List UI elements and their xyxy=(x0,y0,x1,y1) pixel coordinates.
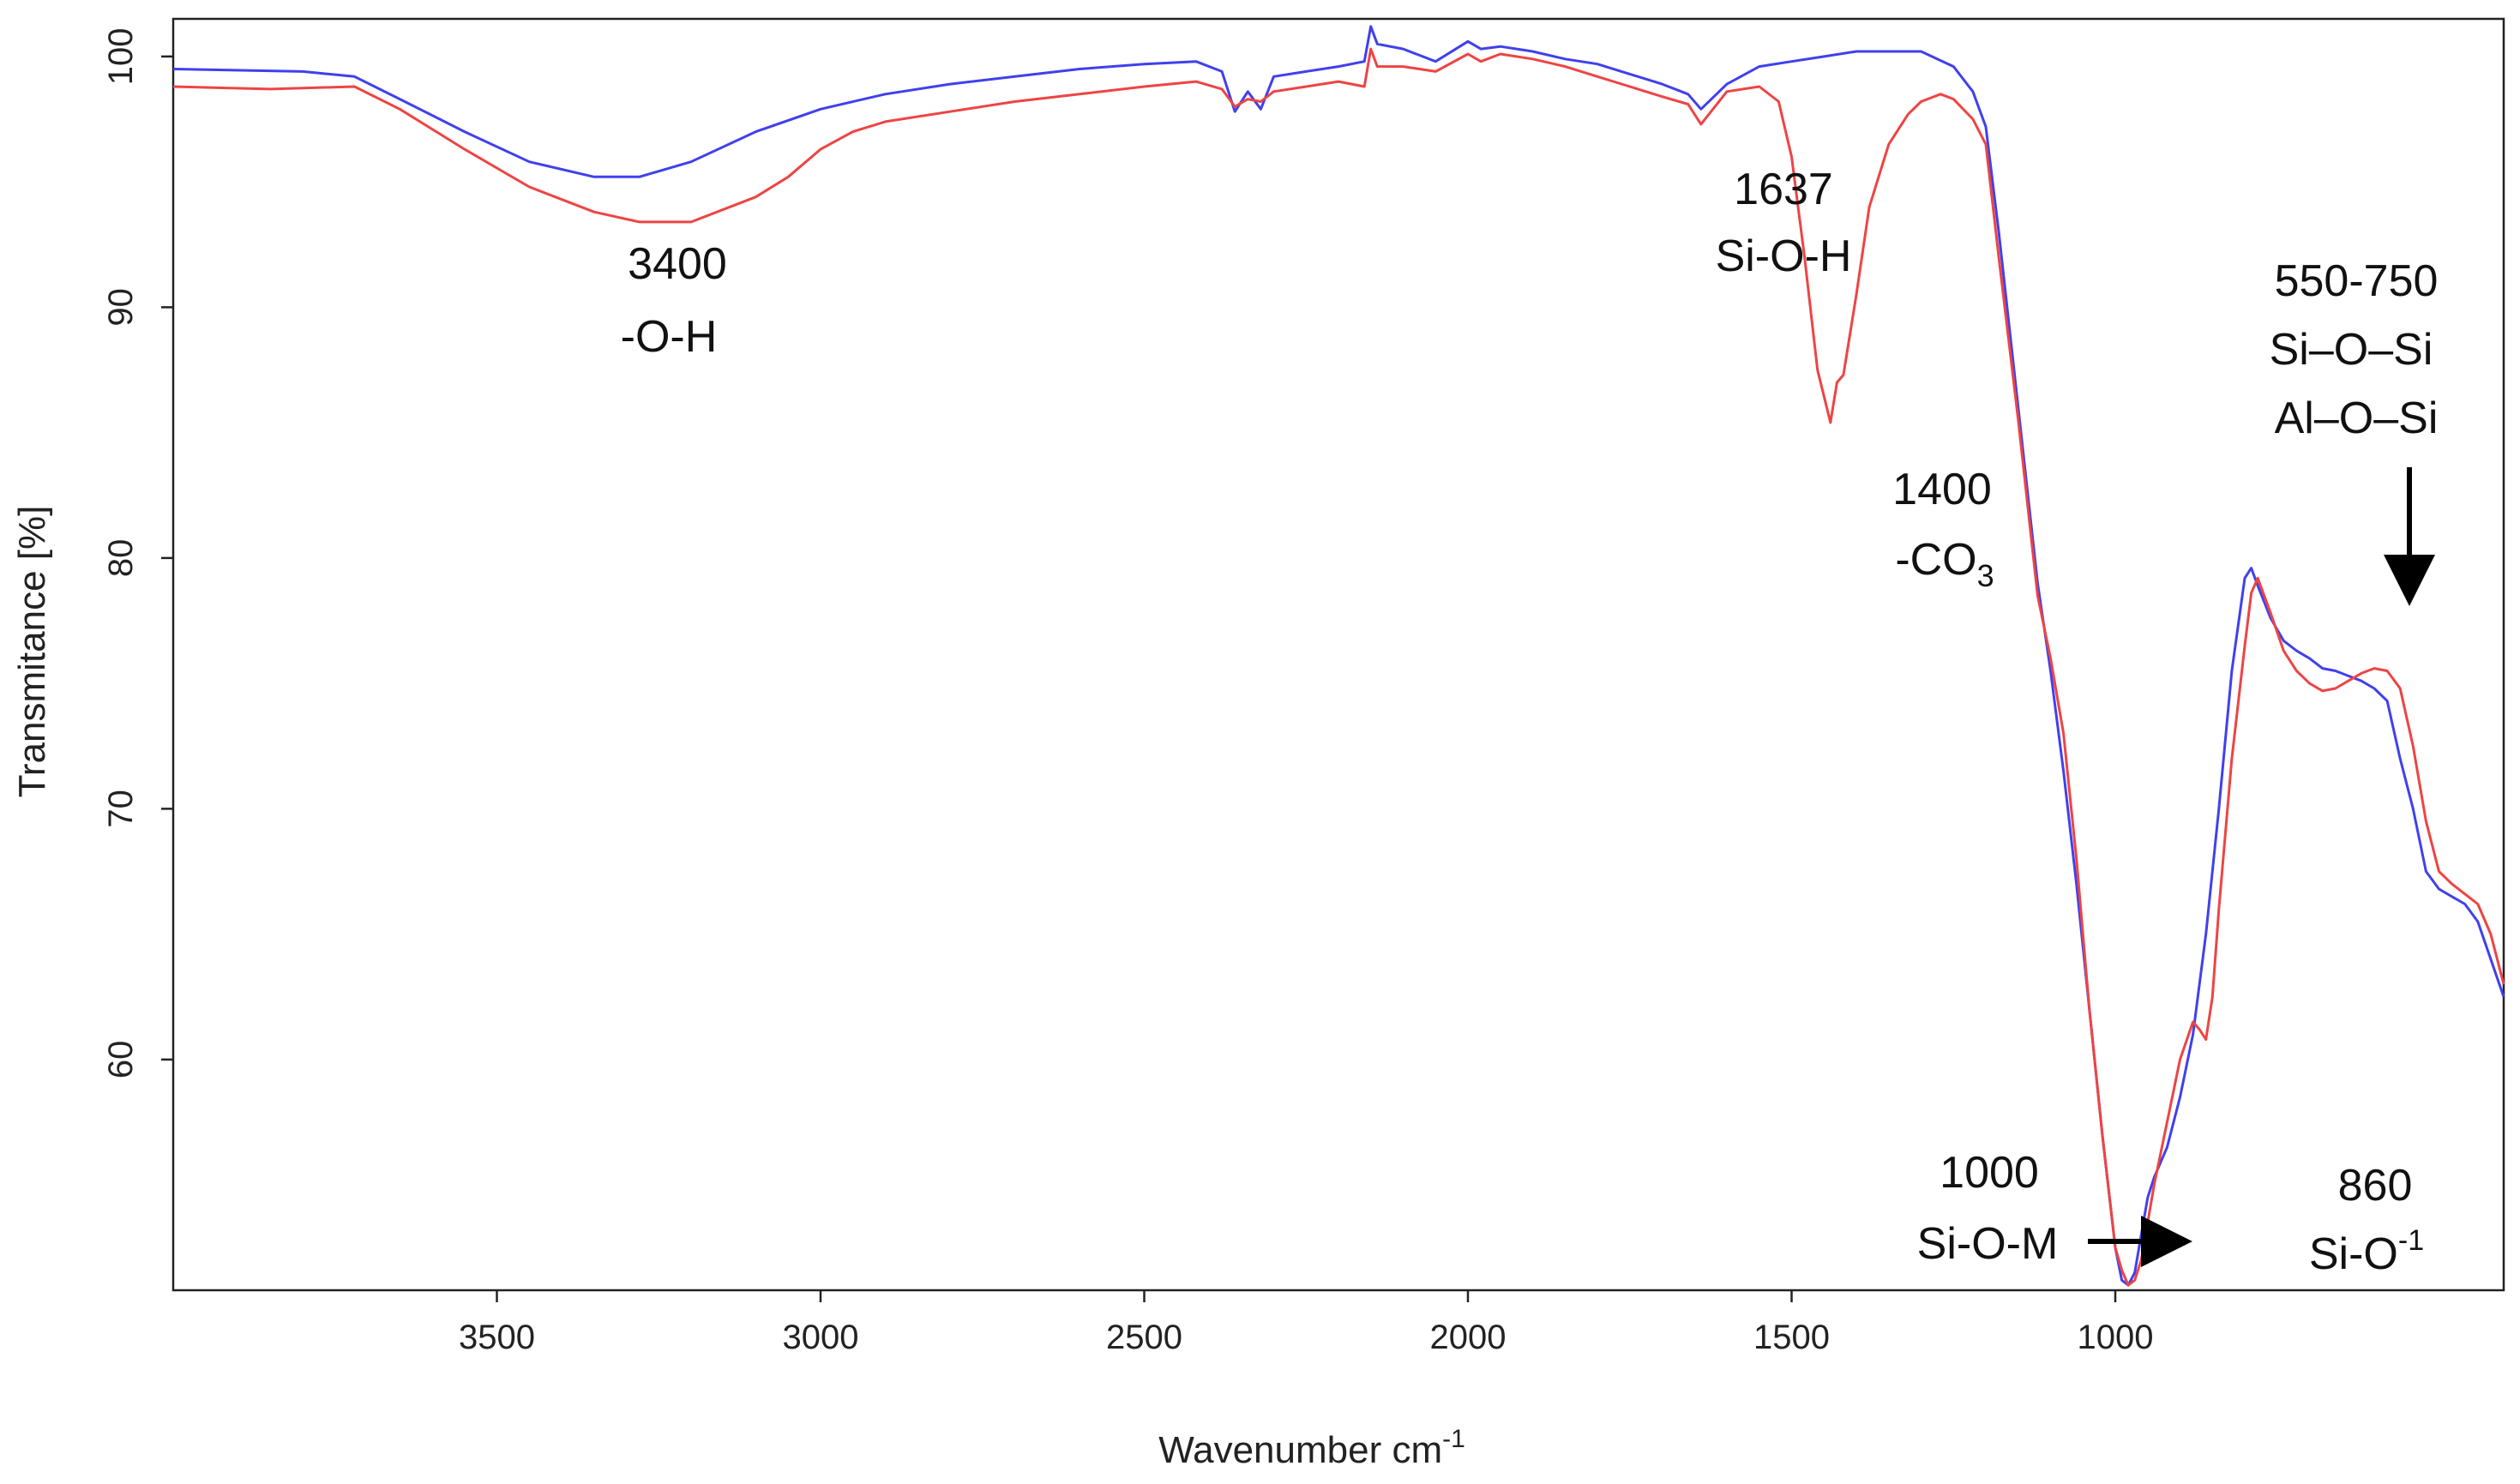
x-tick-label-3500: 3500 xyxy=(459,1319,535,1356)
series-layer xyxy=(172,25,2505,1287)
annotation-550-750-label-si: Si–O–Si xyxy=(2270,325,2433,375)
annotation-3400-value: 3400 xyxy=(628,239,727,289)
annotation-1637-value: 1637 xyxy=(1734,165,1833,214)
annotation-1400-value: 1400 xyxy=(1892,465,1992,514)
x-axis-ticks: 3500 3000 2500 2000 1500 1000 xyxy=(459,1290,2153,1356)
annotation-1000-value: 1000 xyxy=(1940,1148,2039,1198)
y-tick-label-100: 100 xyxy=(102,28,140,86)
x-axis-title: Wavenumber cm-1 xyxy=(1158,1425,1465,1471)
x-tick-label-2500: 2500 xyxy=(1106,1319,1182,1356)
series-line-blue xyxy=(172,25,2505,1287)
y-axis-title: Transmitance [%] xyxy=(11,506,53,798)
x-axis-title-text: Wavenumber cm xyxy=(1158,1429,1442,1471)
y-axis-ticks: 60 70 80 90 100 xyxy=(102,28,173,1079)
annotation-1637-sioh: 1637 Si-O-H xyxy=(1716,165,1852,281)
annotation-3400-label: -O-H xyxy=(621,312,718,362)
annotation-1637-label: Si-O-H xyxy=(1716,231,1852,281)
x-tick-label-2000: 2000 xyxy=(1430,1319,1507,1356)
x-tick-label-1000: 1000 xyxy=(2078,1319,2154,1356)
x-axis-title-superscript: -1 xyxy=(1442,1425,1465,1453)
y-tick-label-70: 70 xyxy=(102,790,140,828)
annotation-550-750-label-al: Al–O–Si xyxy=(2275,394,2439,443)
x-tick-label-3000: 3000 xyxy=(783,1319,859,1356)
annotation-860-value: 860 xyxy=(2338,1161,2413,1211)
annotation-860-sio: 860 Si-O-1 xyxy=(2309,1161,2424,1279)
annotation-1000-siom: 1000 Si-O-M xyxy=(1917,1148,2192,1269)
annotation-1400-label-subscript: 3 xyxy=(1977,558,1994,593)
plot-frame xyxy=(171,17,2505,1292)
annotation-1000-label: Si-O-M xyxy=(1917,1219,2059,1269)
annotation-550-750-value: 550-750 xyxy=(2275,256,2439,306)
y-tick-label-80: 80 xyxy=(102,539,140,578)
y-tick-label-90: 90 xyxy=(102,288,140,327)
y-tick-label-60: 60 xyxy=(102,1041,140,1079)
x-tick-label-1500: 1500 xyxy=(1753,1319,1830,1356)
annotation-1400-label: -CO3 xyxy=(1895,535,1994,593)
annotation-860-label-superscript: -1 xyxy=(2398,1224,2424,1257)
annotation-3400-oh: 3400 -O-H xyxy=(621,239,727,362)
annotation-860-label: Si-O-1 xyxy=(2309,1224,2424,1279)
annotation-860-label-text: Si-O xyxy=(2309,1229,2398,1279)
annotation-1400-label-text: -CO xyxy=(1895,535,1976,585)
annotation-1400-co3: 1400 -CO3 xyxy=(1892,465,1994,593)
annotation-550-750: 550-750 Si–O–Si Al–O–Si xyxy=(2270,256,2439,606)
series-line-red xyxy=(172,47,2505,1287)
